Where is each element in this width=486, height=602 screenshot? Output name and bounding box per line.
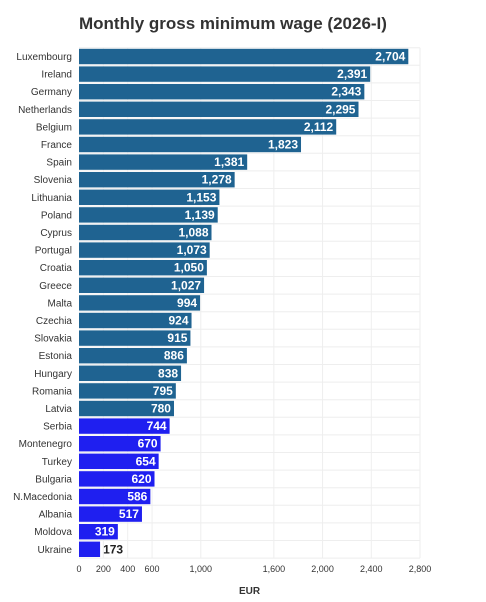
bar — [79, 418, 170, 434]
bar — [79, 295, 201, 311]
bar — [79, 242, 210, 258]
category-label: Croatia — [40, 263, 73, 274]
data-label: 915 — [167, 331, 187, 345]
category-label: Bulgaria — [35, 474, 72, 485]
bar — [79, 277, 205, 293]
x-tick-label: 0 — [76, 564, 81, 574]
bar — [79, 383, 176, 399]
bar — [79, 224, 212, 241]
data-label: 586 — [127, 490, 147, 504]
data-label: 1,278 — [202, 173, 232, 187]
category-label: N.Macedonia — [13, 492, 72, 503]
data-label: 2,343 — [331, 85, 361, 99]
data-label: 838 — [158, 366, 178, 380]
bar — [79, 101, 359, 117]
category-label: Hungary — [34, 369, 72, 380]
category-label: Ukraine — [38, 545, 73, 556]
bar — [79, 260, 207, 276]
data-label: 994 — [177, 296, 197, 310]
data-label: 620 — [131, 472, 151, 486]
data-label: 1,073 — [177, 243, 207, 257]
bar — [79, 207, 218, 223]
bar — [79, 471, 155, 487]
category-label: Serbia — [43, 422, 72, 433]
bar — [79, 524, 118, 540]
data-label: 1,027 — [171, 278, 201, 292]
data-label: 2,295 — [325, 102, 355, 116]
category-label: Montenegro — [19, 439, 73, 450]
category-label: Malta — [48, 298, 73, 309]
bar — [79, 66, 371, 82]
category-label: Albania — [39, 510, 73, 521]
x-tick-label: 1,600 — [263, 564, 286, 574]
x-axis-label: EUR — [239, 586, 261, 597]
category-label: Latvia — [45, 404, 72, 415]
bar — [79, 436, 161, 452]
data-label: 1,823 — [268, 138, 298, 152]
data-label: 2,112 — [304, 120, 334, 134]
bar — [79, 154, 248, 170]
data-label: 1,139 — [185, 208, 215, 222]
bar — [79, 330, 191, 346]
bar — [79, 348, 187, 364]
category-label: Romania — [32, 386, 72, 397]
data-label: 173 — [103, 542, 123, 556]
chart-title: Monthly gross minimum wage (2026-I) — [79, 14, 387, 33]
bar — [79, 312, 192, 329]
category-label: Poland — [41, 210, 72, 221]
data-label: 744 — [147, 419, 167, 433]
data-label: 517 — [119, 507, 139, 521]
category-label: Lithuania — [31, 193, 72, 204]
category-label: France — [41, 140, 73, 151]
data-label: 795 — [153, 384, 173, 398]
x-tick-label: 200 — [96, 564, 111, 574]
data-label: 2,391 — [337, 67, 367, 81]
bar — [79, 506, 142, 522]
x-tick-label: 600 — [145, 564, 160, 574]
data-label: 1,153 — [186, 190, 216, 204]
category-label: Estonia — [39, 351, 73, 362]
category-label: Belgium — [36, 122, 72, 133]
data-label: 670 — [138, 437, 158, 451]
category-label: Ireland — [41, 70, 72, 81]
category-label: Slovakia — [34, 334, 72, 345]
x-tick-label: 2,400 — [360, 564, 383, 574]
category-label: Greece — [39, 281, 72, 292]
category-label: Netherlands — [18, 105, 72, 116]
bar — [79, 172, 235, 188]
category-label: Moldova — [34, 527, 72, 538]
category-label: Cyprus — [40, 228, 72, 239]
bar — [79, 119, 337, 135]
category-label: Luxembourg — [16, 52, 72, 63]
data-label: 780 — [151, 402, 171, 416]
bar — [79, 488, 151, 505]
data-label: 1,050 — [174, 261, 204, 275]
data-label: 924 — [168, 314, 188, 328]
bar — [79, 400, 174, 417]
bar — [79, 365, 182, 381]
category-label: Spain — [46, 158, 72, 169]
category-label: Turkey — [42, 457, 72, 468]
category-label: Czechia — [36, 316, 73, 327]
x-tick-label: 2,000 — [311, 564, 334, 574]
x-tick-label: 1,000 — [190, 564, 213, 574]
bar — [79, 541, 101, 557]
data-label: 886 — [164, 349, 184, 363]
data-label: 1,088 — [178, 226, 208, 240]
bar — [79, 189, 220, 205]
category-label: Portugal — [35, 246, 72, 257]
category-label: Slovenia — [34, 175, 73, 186]
bar — [79, 48, 409, 65]
data-label: 1,381 — [214, 155, 244, 169]
x-tick-label: 400 — [120, 564, 135, 574]
x-tick-label: 2,800 — [409, 564, 432, 574]
bar — [79, 136, 302, 153]
category-label: Germany — [31, 87, 72, 98]
data-label: 319 — [95, 525, 115, 539]
data-label: 2,704 — [375, 50, 405, 64]
bar — [79, 453, 159, 469]
data-label: 654 — [136, 454, 156, 468]
bar — [79, 84, 365, 100]
